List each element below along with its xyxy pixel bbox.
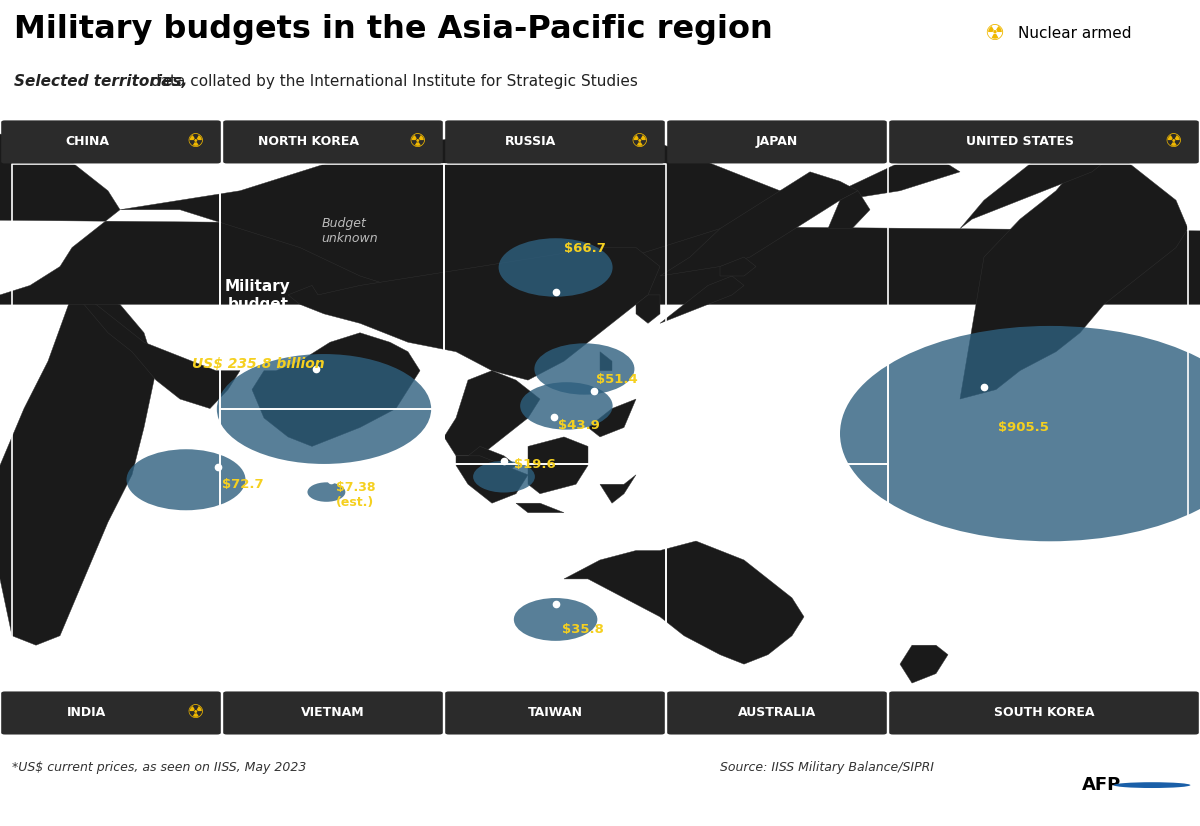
Text: $19.6: $19.6 (514, 458, 556, 471)
Text: $51.4: $51.4 (596, 373, 638, 386)
Text: Source: IISS Military Balance/SIPRI: Source: IISS Military Balance/SIPRI (720, 761, 934, 774)
Text: Selected territories,: Selected territories, (14, 74, 187, 89)
Polygon shape (288, 248, 660, 380)
Polygon shape (600, 352, 612, 371)
Text: $72.7: $72.7 (222, 477, 264, 491)
Circle shape (520, 382, 613, 430)
Text: $7.38
(est.): $7.38 (est.) (336, 482, 376, 509)
Circle shape (1114, 782, 1190, 788)
Text: Nuclear armed: Nuclear armed (1018, 26, 1132, 41)
Text: TAIWAN: TAIWAN (528, 706, 582, 719)
Circle shape (126, 449, 246, 510)
Text: Military
budget
2023*: Military budget 2023* (226, 279, 290, 329)
Text: $66.7: $66.7 (564, 243, 606, 255)
Text: ☢: ☢ (631, 132, 648, 151)
Polygon shape (636, 295, 660, 323)
Text: *US$ current prices, as seen on IISS, May 2023: *US$ current prices, as seen on IISS, Ma… (12, 761, 306, 774)
Polygon shape (660, 276, 744, 323)
FancyBboxPatch shape (889, 691, 1199, 734)
Polygon shape (456, 456, 528, 503)
Circle shape (534, 344, 635, 395)
Circle shape (217, 354, 431, 464)
Text: SOUTH KOREA: SOUTH KOREA (994, 706, 1094, 719)
Polygon shape (600, 475, 636, 503)
Polygon shape (720, 257, 756, 276)
Polygon shape (900, 645, 948, 683)
FancyBboxPatch shape (223, 121, 443, 164)
Text: INDIA: INDIA (67, 706, 107, 719)
Text: Military budgets in the Asia-Pacific region: Military budgets in the Asia-Pacific reg… (14, 14, 773, 45)
Circle shape (307, 482, 346, 501)
Text: Budget
unknown: Budget unknown (322, 216, 378, 244)
Polygon shape (588, 399, 636, 437)
FancyBboxPatch shape (1, 691, 221, 734)
Text: NORTH KOREA: NORTH KOREA (258, 135, 360, 149)
Circle shape (840, 326, 1200, 541)
Text: ☢: ☢ (187, 704, 204, 723)
Text: $905.5: $905.5 (998, 421, 1049, 434)
Polygon shape (120, 125, 960, 295)
Polygon shape (564, 541, 804, 664)
Circle shape (473, 461, 535, 492)
FancyBboxPatch shape (1, 121, 221, 164)
FancyBboxPatch shape (667, 691, 887, 734)
Text: CHINA: CHINA (65, 135, 109, 149)
Polygon shape (960, 153, 1188, 399)
FancyBboxPatch shape (889, 121, 1199, 164)
Polygon shape (444, 371, 540, 456)
Text: ☢: ☢ (187, 132, 204, 151)
Text: AFP: AFP (1081, 776, 1121, 794)
Text: AUSTRALIA: AUSTRALIA (738, 706, 816, 719)
Text: JAPAN: JAPAN (756, 135, 798, 149)
Polygon shape (528, 437, 588, 494)
FancyBboxPatch shape (445, 121, 665, 164)
Polygon shape (72, 295, 240, 409)
Text: $35.8: $35.8 (562, 623, 604, 636)
Polygon shape (252, 333, 420, 446)
Polygon shape (660, 172, 858, 276)
Text: ☢: ☢ (1165, 132, 1182, 151)
Circle shape (499, 238, 612, 297)
Polygon shape (0, 134, 1200, 305)
Polygon shape (960, 153, 1104, 229)
Text: VIETNAM: VIETNAM (301, 706, 365, 719)
Polygon shape (468, 446, 516, 475)
Circle shape (514, 598, 598, 641)
Text: RUSSIA: RUSSIA (505, 135, 557, 149)
Text: data collated by the International Institute for Strategic Studies: data collated by the International Insti… (146, 74, 638, 89)
FancyBboxPatch shape (223, 691, 443, 734)
FancyBboxPatch shape (445, 691, 665, 734)
Text: ☢: ☢ (409, 132, 426, 151)
Polygon shape (0, 295, 156, 645)
Text: US$ 235.8 billion: US$ 235.8 billion (192, 357, 324, 371)
Text: ☢: ☢ (984, 23, 1004, 44)
FancyBboxPatch shape (667, 121, 887, 164)
Polygon shape (828, 191, 870, 229)
Text: $43.9: $43.9 (558, 419, 600, 432)
Text: UNITED STATES: UNITED STATES (966, 135, 1074, 149)
Polygon shape (516, 503, 564, 513)
